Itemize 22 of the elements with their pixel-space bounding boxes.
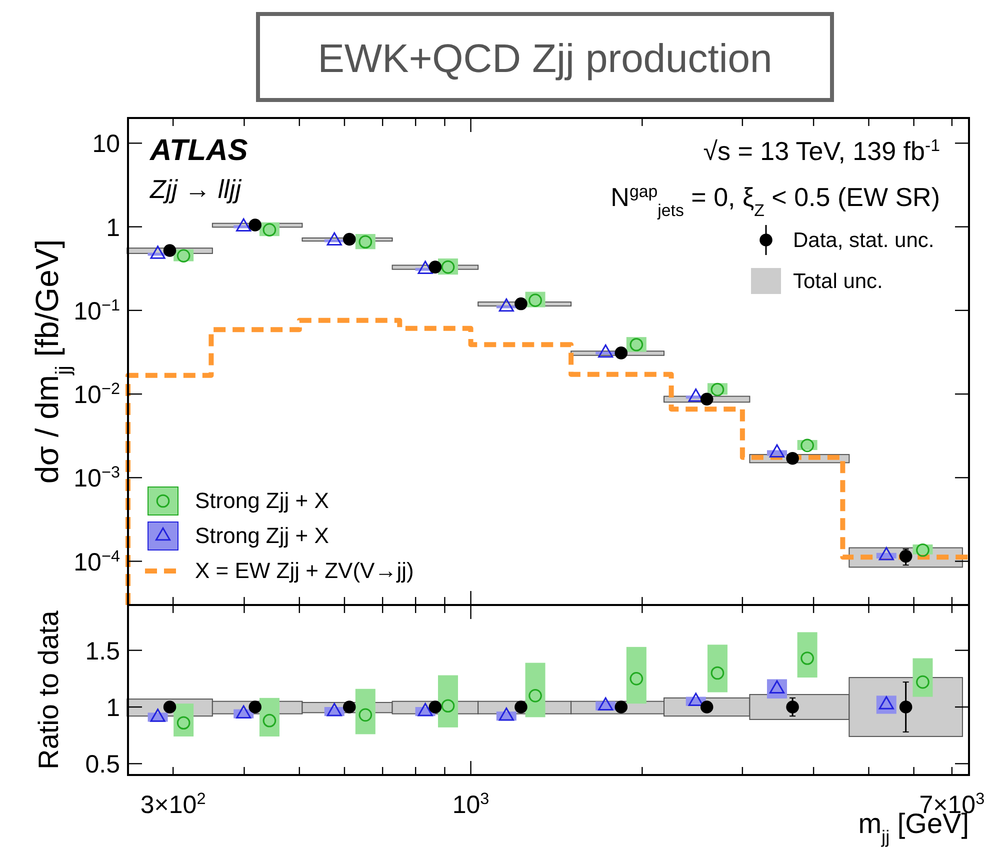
annotation: Zjj → lljj <box>149 174 242 204</box>
chart-title: EWK+QCD Zjj production <box>318 37 772 81</box>
x-tick-label: 10$^{3}$ <box>452 790 490 819</box>
legend-label: X = EW Zjj + ZV(V→jj) <box>195 558 414 583</box>
annotation: N$^{gap}$$_{jets}$ = 0, ξ$_{Z}$ < 0.5 (EW SR) <box>610 182 940 220</box>
legend-label: Total unc. <box>793 270 883 293</box>
annotation: √s = 13 TeV, 139 fb$^{-1}$ <box>703 136 940 166</box>
legend-label: Strong Zjj + X <box>195 523 330 548</box>
legend-label: Data, stat. unc. <box>793 229 934 252</box>
y-tick-label: 10$^{−4}$ <box>74 547 120 576</box>
y-tick-label: 1 <box>106 214 120 242</box>
y-tick-label: 1 <box>106 694 120 722</box>
y-tick-label: 10 <box>92 130 120 158</box>
y-tick-label: 10$^{−3}$ <box>74 464 120 493</box>
legend-label: Strong Zjj + X <box>195 488 330 513</box>
y-tick-label: 0.5 <box>85 750 120 779</box>
annotation: ATLAS <box>149 134 248 167</box>
y-tick-label: 10$^{−1}$ <box>74 296 120 326</box>
y-axis-title: Ratio to data <box>33 610 64 770</box>
x-tick-label: 3×10$^{2}$ <box>140 790 206 819</box>
y-tick-label: 1.5 <box>85 637 120 666</box>
y-tick-label: 10$^{−2}$ <box>74 380 120 410</box>
